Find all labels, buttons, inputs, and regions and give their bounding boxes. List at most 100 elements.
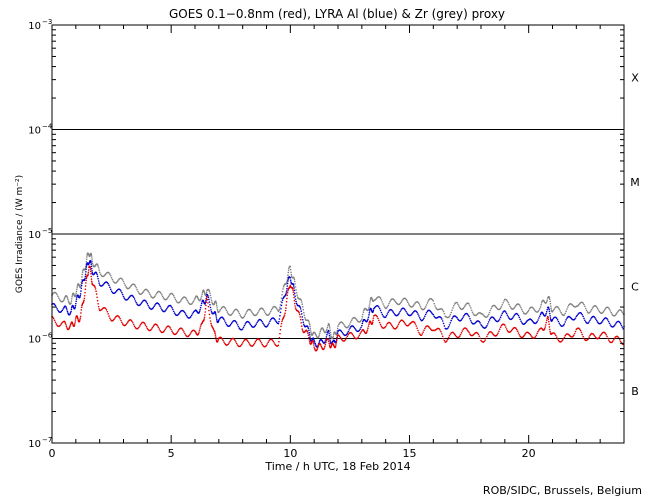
data-point bbox=[75, 317, 77, 319]
data-point bbox=[548, 310, 551, 313]
y-axis-label: GOES Irradiance / (W m⁻²) bbox=[15, 175, 25, 293]
data-point bbox=[157, 326, 160, 329]
data-point bbox=[65, 325, 68, 328]
data-point bbox=[505, 312, 508, 315]
data-point bbox=[499, 326, 502, 329]
data-point bbox=[164, 328, 167, 331]
data-point bbox=[580, 312, 583, 315]
data-point bbox=[303, 314, 306, 317]
data-point bbox=[75, 298, 78, 300]
data-point bbox=[462, 307, 464, 310]
data-point bbox=[320, 344, 322, 346]
data-point bbox=[215, 301, 217, 304]
data-point bbox=[596, 321, 599, 323]
data-point bbox=[469, 317, 471, 320]
data-point bbox=[357, 336, 360, 338]
data-point bbox=[352, 334, 355, 337]
data-point bbox=[442, 337, 445, 340]
data-point bbox=[604, 332, 607, 335]
data-point bbox=[338, 335, 341, 338]
data-point bbox=[443, 325, 446, 327]
data-point bbox=[463, 314, 465, 317]
data-point bbox=[214, 334, 217, 336]
data-point bbox=[448, 315, 451, 318]
data-point bbox=[251, 311, 253, 314]
data-point bbox=[385, 314, 388, 317]
data-point bbox=[125, 323, 127, 326]
data-point bbox=[134, 285, 137, 287]
data-point bbox=[552, 309, 555, 312]
data-point bbox=[199, 298, 202, 301]
data-point bbox=[178, 311, 181, 314]
data-point bbox=[280, 325, 282, 328]
data-point bbox=[376, 315, 378, 318]
data-point bbox=[558, 308, 561, 311]
data-point bbox=[294, 295, 296, 298]
data-point bbox=[137, 290, 139, 293]
data-point bbox=[567, 304, 570, 307]
data-point bbox=[200, 304, 202, 307]
data-point bbox=[90, 265, 93, 268]
data-point bbox=[308, 329, 310, 332]
data-point bbox=[57, 309, 59, 312]
data-point bbox=[533, 309, 536, 311]
data-point bbox=[439, 329, 441, 331]
data-point bbox=[80, 287, 83, 290]
data-point bbox=[55, 323, 58, 325]
data-point bbox=[500, 314, 503, 317]
data-point bbox=[267, 341, 270, 344]
data-point bbox=[426, 302, 429, 304]
data-point bbox=[135, 286, 138, 289]
data-point bbox=[309, 325, 311, 328]
data-point bbox=[215, 317, 218, 319]
data-point bbox=[97, 267, 100, 269]
data-point bbox=[458, 335, 461, 337]
data-point bbox=[539, 313, 542, 316]
data-point bbox=[346, 332, 349, 335]
data-point bbox=[424, 315, 426, 318]
data-point bbox=[407, 301, 409, 304]
data-point bbox=[173, 312, 176, 314]
data-point bbox=[90, 275, 93, 278]
data-point bbox=[238, 327, 241, 329]
data-point bbox=[208, 289, 210, 291]
data-point bbox=[611, 313, 613, 315]
data-point bbox=[119, 288, 121, 291]
data-point bbox=[121, 277, 123, 280]
data-point bbox=[613, 324, 616, 327]
data-point bbox=[207, 302, 209, 304]
data-point bbox=[405, 310, 407, 313]
data-point bbox=[143, 322, 146, 325]
data-point bbox=[204, 311, 207, 313]
data-point bbox=[287, 269, 290, 271]
data-point bbox=[459, 333, 462, 336]
data-point bbox=[256, 313, 258, 315]
data-point bbox=[386, 306, 389, 308]
data-point bbox=[538, 308, 541, 310]
data-point bbox=[149, 295, 152, 297]
data-point bbox=[221, 338, 224, 340]
data-point bbox=[344, 339, 346, 342]
data-point bbox=[608, 308, 611, 311]
data-point bbox=[116, 280, 119, 283]
data-point bbox=[207, 296, 210, 299]
data-point bbox=[300, 322, 303, 324]
data-point bbox=[360, 326, 362, 329]
data-point bbox=[391, 310, 394, 312]
data-point bbox=[447, 325, 450, 328]
data-point bbox=[378, 306, 380, 308]
data-point bbox=[248, 343, 251, 345]
data-point bbox=[278, 340, 280, 343]
data-point bbox=[372, 317, 375, 319]
data-point bbox=[403, 308, 406, 310]
data-point bbox=[336, 337, 338, 340]
data-point bbox=[329, 331, 332, 334]
data-point bbox=[294, 286, 297, 288]
data-point bbox=[301, 306, 304, 308]
data-point bbox=[121, 291, 123, 294]
data-point bbox=[259, 340, 262, 343]
data-point bbox=[308, 336, 310, 339]
data-point bbox=[153, 296, 155, 299]
data-point bbox=[521, 308, 523, 311]
data-point bbox=[538, 317, 540, 319]
